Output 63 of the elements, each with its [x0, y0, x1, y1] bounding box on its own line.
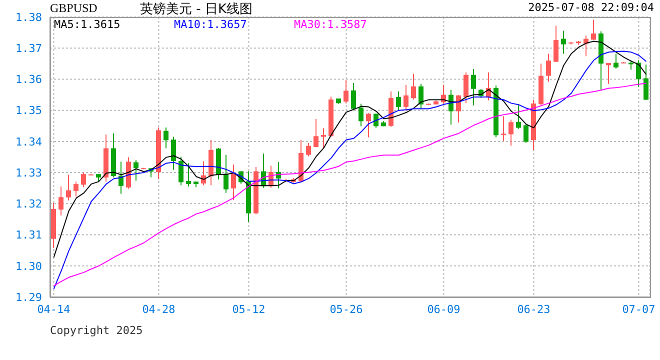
candlestick	[178, 156, 184, 186]
candlestick	[58, 186, 64, 216]
candlestick	[74, 181, 78, 198]
candlestick	[501, 116, 506, 142]
x-tick-label: 06-23	[517, 302, 550, 316]
y-tick-label: 1.36	[16, 73, 42, 86]
candlestick	[411, 73, 416, 100]
y-tick-label: 1.32	[16, 198, 42, 211]
candlestick	[508, 119, 514, 146]
y-tick-label: 1.34	[16, 135, 42, 148]
candlestick	[396, 90, 401, 111]
y-tick-label: 1.30	[16, 260, 42, 273]
y-tick-label: 1.29	[16, 290, 42, 304]
chart-subtitle: GBPUSD	[50, 1, 98, 16]
candlestick	[171, 136, 176, 170]
candlestick	[546, 53, 551, 82]
candlestick	[456, 94, 461, 123]
candlestick	[66, 174, 71, 202]
text: Copyright 2025	[50, 324, 143, 337]
candlestick	[224, 154, 228, 194]
x-tick-label: 04-14	[37, 302, 71, 316]
candlestick	[606, 62, 611, 84]
x-tick-label: 06-09	[427, 302, 460, 316]
candlestick	[344, 80, 348, 104]
chart-title: 英镑美元 - 日K线图	[140, 1, 252, 18]
candlestick	[134, 160, 138, 182]
candlestick	[561, 30, 566, 54]
candlestick	[524, 124, 528, 144]
candlestick	[186, 162, 191, 188]
candlestick	[591, 19, 596, 40]
candlestick	[351, 82, 356, 111]
y-tick-label: 1.33	[16, 166, 42, 180]
candlestick	[164, 126, 168, 149]
candlestick	[321, 128, 326, 148]
candlestick	[358, 103, 364, 127]
y-tick-label: 1.35	[16, 104, 42, 118]
candlestick	[366, 112, 371, 138]
candlestick	[636, 60, 641, 88]
candlestick	[418, 83, 424, 110]
candlestick	[314, 118, 318, 148]
y-tick-label: 1.31	[16, 228, 42, 242]
text: MA10:1.3657	[174, 18, 248, 31]
candlestick	[231, 164, 236, 201]
candlestick	[628, 60, 634, 70]
candlestick	[471, 68, 476, 106]
candlestick	[404, 84, 408, 111]
candlestick	[614, 53, 618, 70]
candlestick	[516, 104, 521, 130]
y-tick-label: 1.37	[16, 42, 42, 56]
candlestick	[464, 72, 468, 104]
text: MA5:1.3615	[54, 18, 122, 31]
x-tick-label: 05-12	[232, 302, 266, 316]
x-tick-label: 07-07	[622, 302, 656, 316]
text: 2025-07-08 22:09:04	[528, 1, 654, 14]
x-tick-label: 04-28	[142, 302, 176, 316]
y-tick-label: 1.38	[16, 10, 42, 24]
candlestick	[81, 172, 86, 188]
text: MA30:1.3587	[294, 18, 368, 31]
candlestick	[118, 161, 124, 194]
x-tick-label: 05-26	[330, 302, 363, 316]
candlestick	[306, 142, 311, 157]
candlestick	[554, 25, 558, 62]
candlestick	[644, 64, 648, 100]
